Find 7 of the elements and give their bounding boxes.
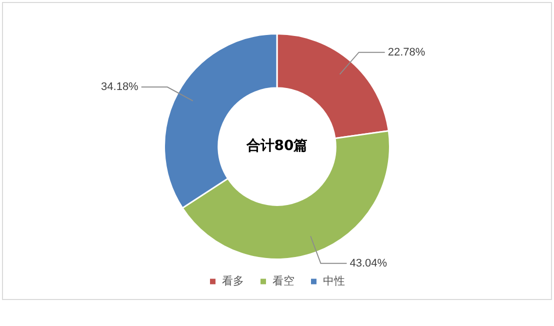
data-label: 43.04%	[350, 257, 388, 270]
legend-label: 看空	[272, 274, 294, 288]
text: 合计80篇	[245, 138, 308, 154]
legend-label: 中性	[322, 274, 345, 288]
legend-label: 看多	[222, 274, 244, 288]
data-label: 34.18%	[101, 81, 139, 94]
data-label: 22.78%	[388, 46, 426, 58]
